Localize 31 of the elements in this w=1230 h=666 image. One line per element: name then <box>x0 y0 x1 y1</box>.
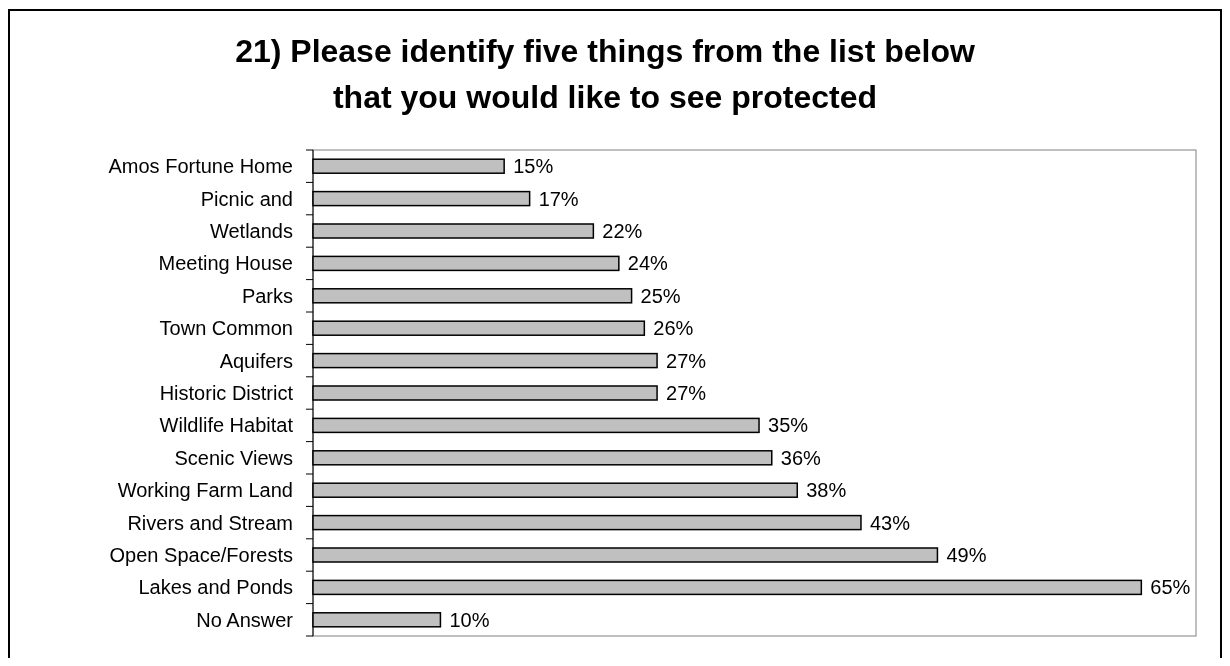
y-tick-label: Open Space/Forests <box>109 544 293 566</box>
data-label: 17% <box>538 187 579 210</box>
data-label: 26% <box>653 317 694 340</box>
y-tick-label: Parks <box>241 284 293 307</box>
y-tick-label: Lakes and Ponds <box>138 576 293 599</box>
y-tick-label: Amos Fortune Home <box>108 155 293 178</box>
data-label: 38% <box>806 479 847 502</box>
data-label: 25% <box>640 284 681 307</box>
y-tick-label: Aquifers <box>219 349 293 372</box>
data-label: 43% <box>869 511 911 534</box>
data-label: 15% <box>513 155 554 178</box>
y-tick-label: Wildlife Habitat <box>159 414 294 437</box>
data-label: 65% <box>1150 576 1191 599</box>
data-label: 22% <box>602 220 643 242</box>
y-tick-label: Scenic Views <box>174 446 293 469</box>
data-label: 10% <box>449 608 490 631</box>
data-label: 35% <box>768 414 809 437</box>
data-label: 24% <box>627 252 669 275</box>
y-tick-label: Rivers and Stream <box>127 511 293 534</box>
data-label: 36% <box>780 446 822 469</box>
y-tick-label: Meeting House <box>158 252 293 275</box>
data-label: 49% <box>946 544 987 566</box>
y-tick-label: Town Common <box>159 317 293 340</box>
y-tick-label: No Answer <box>196 608 294 631</box>
chart-title: 21) Please identify five things from the list below that you would like to see protected <box>235 33 975 115</box>
data-label: 27% <box>666 349 707 372</box>
data-label: 27% <box>666 382 707 404</box>
y-tick-label: Picnic and <box>200 187 293 210</box>
y-tick-label: Wetlands <box>209 220 293 242</box>
y-tick-label: Historic District <box>159 382 294 404</box>
y-tick-label: Working Farm Land <box>117 479 293 502</box>
